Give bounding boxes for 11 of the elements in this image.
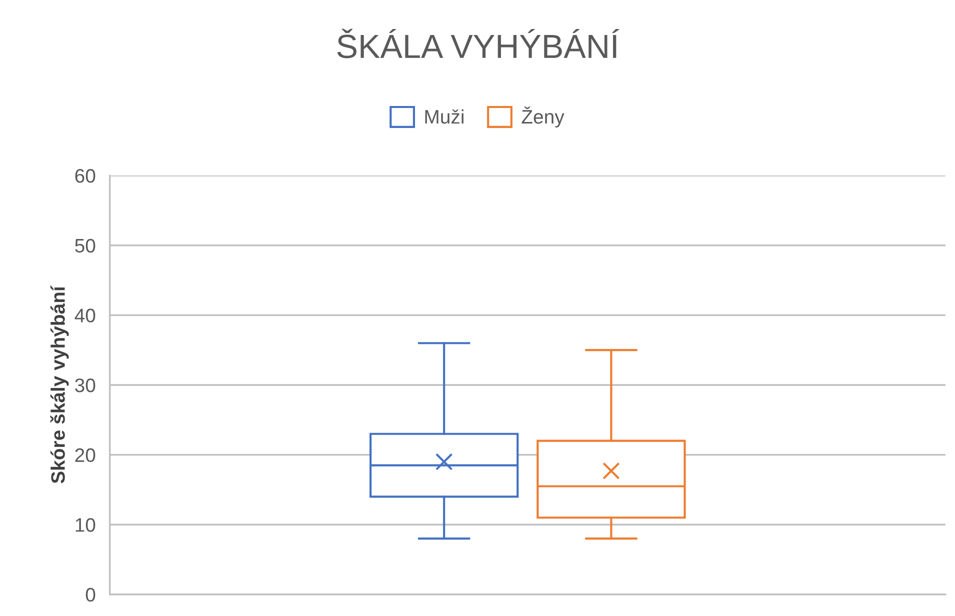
y-tick-label: 60 — [75, 169, 96, 183]
y-tick-label: 40 — [74, 308, 96, 322]
legend-label: Muži — [425, 109, 464, 124]
y-tick-label: 0 — [86, 588, 96, 602]
y-tick-label: 10 — [76, 518, 96, 532]
y-tick-label: 50 — [75, 238, 96, 253]
y-tick-label: 20 — [75, 448, 96, 462]
legend-label: Ženy — [522, 106, 564, 128]
chart-title: ŠKÁLA VYHÝBÁNÍ — [337, 28, 620, 58]
y-axis-title: Skóre škály vyhýbání — [50, 286, 69, 484]
y-tick-label: 30 — [75, 378, 96, 392]
